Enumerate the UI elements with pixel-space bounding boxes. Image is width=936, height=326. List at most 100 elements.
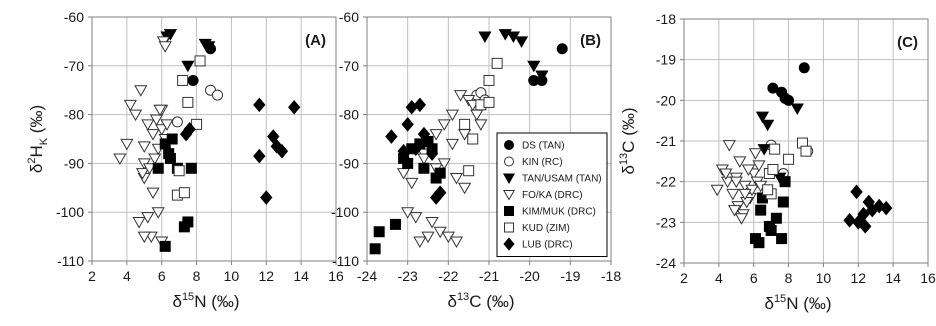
data-point bbox=[535, 70, 549, 83]
x-axis-label: δ15N (‰) bbox=[764, 293, 831, 313]
data-point bbox=[260, 190, 273, 205]
data-point bbox=[449, 173, 464, 185]
legend-label: FO/KA (DRC) bbox=[522, 190, 583, 201]
data-point bbox=[288, 100, 301, 115]
x-tick-label: 6 bbox=[158, 268, 166, 284]
data-point bbox=[445, 109, 460, 122]
data-point bbox=[178, 187, 190, 199]
data-point bbox=[753, 237, 765, 249]
x-tick-label: 12 bbox=[850, 270, 866, 286]
data-point bbox=[719, 168, 733, 181]
x-tick-label: 14 bbox=[293, 268, 309, 284]
data-point bbox=[123, 99, 137, 112]
data-point bbox=[478, 31, 492, 44]
legend-label: DS (TAN) bbox=[522, 141, 565, 152]
series-lub-drc- bbox=[843, 184, 893, 234]
data-point bbox=[726, 188, 740, 201]
series-ds-tan- bbox=[767, 62, 810, 106]
y-tick-label: -60 bbox=[339, 9, 359, 25]
y-tick-label: -80 bbox=[64, 107, 84, 123]
data-point bbox=[385, 129, 398, 144]
data-point bbox=[389, 218, 401, 230]
panel-label: (B) bbox=[580, 32, 601, 49]
legend-label: KUD (ZIM) bbox=[522, 223, 570, 234]
data-point bbox=[137, 231, 151, 244]
data-point bbox=[783, 153, 795, 165]
x-tick-label: -18 bbox=[601, 268, 621, 284]
data-point bbox=[765, 224, 777, 236]
data-point bbox=[850, 184, 863, 200]
data-point bbox=[163, 148, 175, 160]
data-point bbox=[777, 196, 789, 208]
data-point bbox=[413, 97, 427, 113]
data-point bbox=[418, 162, 430, 174]
panel-a: 2 4 6 8 10 12 14 16 -60 -70 -80 -90 -100 -110 δ15N (‰)… bbox=[26, 9, 344, 311]
data-point bbox=[445, 138, 460, 151]
y-tick-label: -80 bbox=[339, 107, 359, 123]
y-tick-label: -100 bbox=[56, 204, 84, 220]
series-fo-ka-drc- bbox=[710, 140, 768, 225]
data-point bbox=[163, 29, 178, 41]
panel-label: (A) bbox=[305, 32, 326, 49]
data-point bbox=[135, 168, 150, 180]
data-point bbox=[710, 184, 724, 197]
data-point bbox=[401, 207, 415, 219]
series-lub-drc- bbox=[385, 97, 447, 205]
data-point bbox=[146, 187, 160, 200]
y-tick-label: -20 bbox=[656, 92, 676, 108]
data-point bbox=[397, 143, 410, 159]
data-point bbox=[843, 213, 856, 228]
data-point bbox=[859, 219, 872, 234]
data-point bbox=[173, 165, 185, 177]
data-point bbox=[148, 153, 162, 166]
data-point bbox=[755, 204, 767, 216]
y-tick-label: -23 bbox=[656, 214, 676, 230]
data-point bbox=[373, 226, 385, 238]
data-point bbox=[132, 216, 146, 229]
x-tick-label: -21 bbox=[479, 268, 499, 284]
x-tick-label: 16 bbox=[328, 268, 344, 284]
data-point bbox=[181, 60, 195, 73]
data-point bbox=[514, 36, 529, 48]
data-point bbox=[449, 236, 464, 248]
data-point bbox=[128, 109, 143, 122]
data-point bbox=[800, 145, 812, 157]
x-tick-label: -20 bbox=[520, 268, 540, 284]
data-point bbox=[113, 153, 127, 166]
data-point bbox=[740, 197, 754, 209]
data-point bbox=[467, 133, 479, 145]
data-point bbox=[267, 129, 280, 144]
data-point bbox=[425, 146, 439, 161]
data-point bbox=[141, 212, 155, 224]
x-tick-label: -19 bbox=[560, 268, 580, 284]
data-point bbox=[151, 207, 165, 219]
data-point bbox=[434, 167, 446, 179]
legend-marker bbox=[504, 140, 514, 150]
y-axis-label: δ2HK (‰) bbox=[26, 105, 50, 173]
plot-frame bbox=[91, 16, 337, 262]
data-point bbox=[401, 117, 414, 132]
data-point bbox=[160, 119, 174, 131]
data-point bbox=[556, 43, 568, 55]
x-tick-label: -23 bbox=[398, 268, 418, 284]
x-axis-label: δ15N (‰) bbox=[172, 291, 239, 311]
data-point bbox=[120, 138, 134, 151]
x-tick-label: 2 bbox=[88, 268, 96, 284]
series-tan-usam-tan- bbox=[478, 29, 549, 83]
y-tick-label: -110 bbox=[57, 253, 84, 269]
data-point bbox=[752, 160, 766, 172]
y-tick-label: -70 bbox=[339, 58, 359, 74]
data-point bbox=[880, 200, 893, 216]
x-axis-label: δ13C (‰) bbox=[447, 291, 514, 311]
data-point bbox=[748, 148, 763, 160]
data-point bbox=[437, 119, 451, 131]
legend-label: KIN (RC) bbox=[522, 157, 563, 168]
data-point bbox=[183, 121, 196, 137]
legend-marker bbox=[502, 173, 516, 184]
y-tick-label: -70 bbox=[64, 58, 84, 74]
data-point bbox=[734, 213, 749, 225]
series-kud-zim- bbox=[459, 57, 503, 177]
y-tick-label: -110 bbox=[332, 253, 359, 269]
x-tick-label: 10 bbox=[816, 270, 832, 286]
